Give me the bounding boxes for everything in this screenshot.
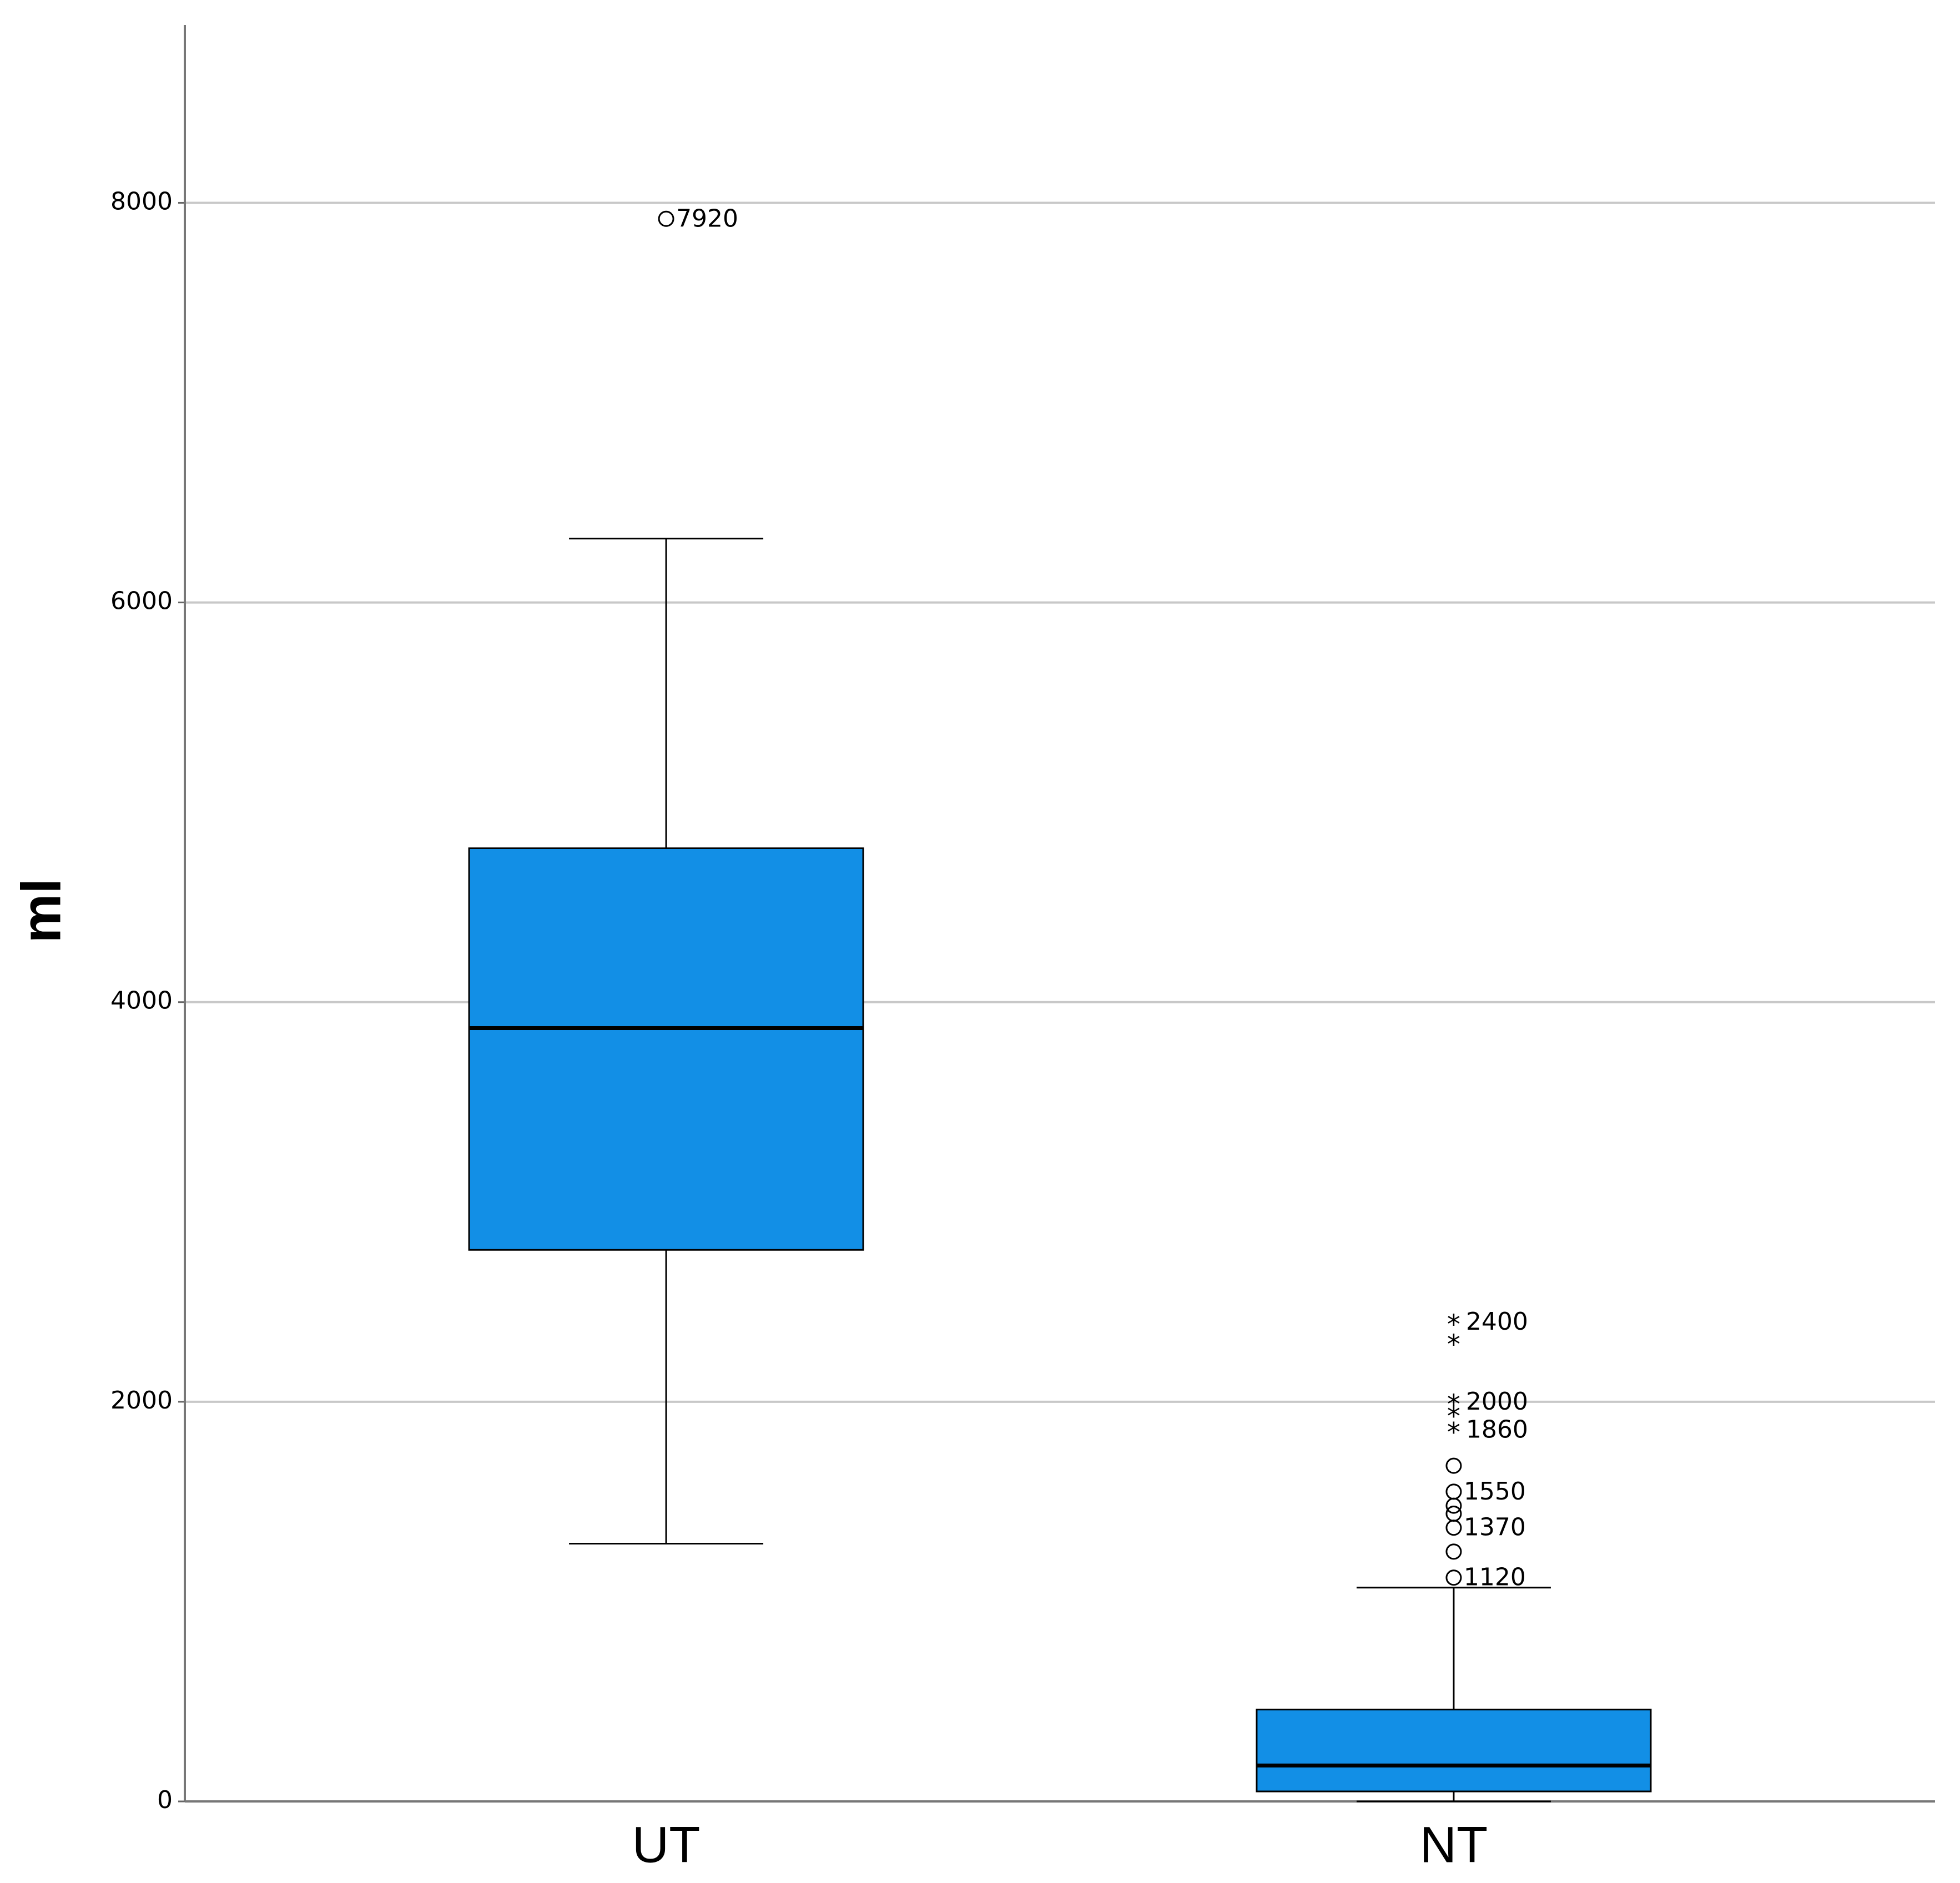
y-tick-label: 2000 xyxy=(110,1386,173,1415)
y-axis-label: ml xyxy=(10,879,72,943)
extreme: * xyxy=(1447,1329,1460,1360)
outlier-label: 1120 xyxy=(1464,1563,1526,1592)
extreme: * xyxy=(1447,1309,1460,1340)
box xyxy=(1256,1708,1652,1793)
extreme-label: 2000 xyxy=(1466,1387,1528,1416)
x-tick-label: NT xyxy=(1420,1816,1488,1873)
y-tick-label: 8000 xyxy=(110,187,173,215)
extreme: * xyxy=(1447,1417,1460,1448)
outlier xyxy=(658,210,674,227)
outlier-label: 1370 xyxy=(1464,1513,1526,1542)
y-tick-label: 6000 xyxy=(110,587,173,615)
outlier xyxy=(1445,1543,1462,1560)
outlier xyxy=(1445,1519,1462,1536)
x-tick-label: UT xyxy=(632,1816,701,1873)
box xyxy=(468,847,864,1251)
extreme: * xyxy=(1447,1401,1460,1432)
y-tick-label: 4000 xyxy=(110,987,173,1015)
y-tick-label: 0 xyxy=(157,1786,173,1814)
outlier xyxy=(1445,1569,1462,1586)
extreme-label: 1860 xyxy=(1466,1415,1528,1443)
outlier xyxy=(1445,1457,1462,1474)
outlier xyxy=(1445,1497,1462,1514)
extreme: * xyxy=(1447,1389,1460,1420)
outlier-label: 1550 xyxy=(1464,1477,1526,1506)
extreme-label: 2400 xyxy=(1466,1308,1528,1336)
outlier xyxy=(1445,1483,1462,1500)
outlier-label: 7920 xyxy=(676,204,738,233)
